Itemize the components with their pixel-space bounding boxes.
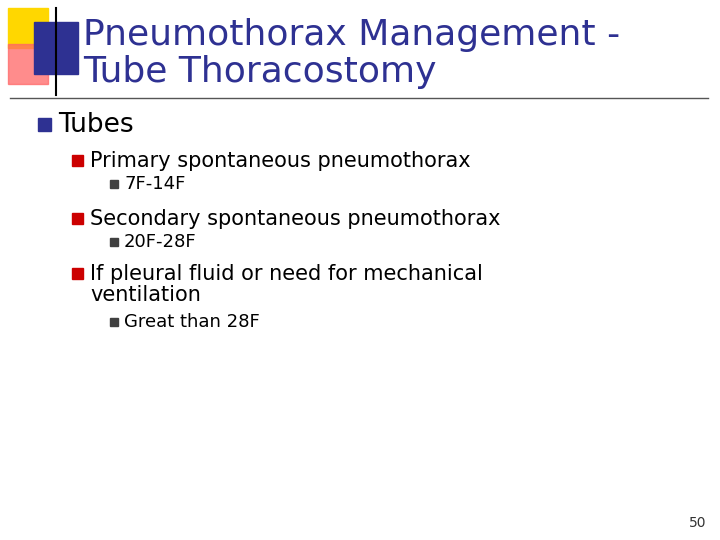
Text: Primary spontaneous pneumothorax: Primary spontaneous pneumothorax — [90, 151, 471, 171]
Bar — [8, 44, 48, 84]
Text: Secondary spontaneous pneumothorax: Secondary spontaneous pneumothorax — [90, 209, 500, 229]
Bar — [8, 8, 48, 48]
Text: Tube Thoracostomy: Tube Thoracostomy — [83, 55, 436, 89]
Text: ventilation: ventilation — [90, 285, 201, 305]
Text: 7F-14F: 7F-14F — [124, 175, 185, 193]
Bar — [38, 118, 51, 131]
Bar — [72, 268, 83, 279]
Bar — [110, 180, 118, 188]
Text: If pleural fluid or need for mechanical: If pleural fluid or need for mechanical — [90, 264, 483, 284]
Text: Tubes: Tubes — [58, 112, 134, 138]
Bar — [110, 238, 118, 246]
Text: Pneumothorax Management -: Pneumothorax Management - — [83, 18, 620, 52]
Bar — [110, 318, 118, 326]
Text: 20F-28F: 20F-28F — [124, 233, 197, 251]
Text: Great than 28F: Great than 28F — [124, 313, 260, 331]
Bar — [72, 155, 83, 166]
Bar — [72, 213, 83, 224]
Bar — [34, 22, 78, 74]
Text: 50: 50 — [688, 516, 706, 530]
